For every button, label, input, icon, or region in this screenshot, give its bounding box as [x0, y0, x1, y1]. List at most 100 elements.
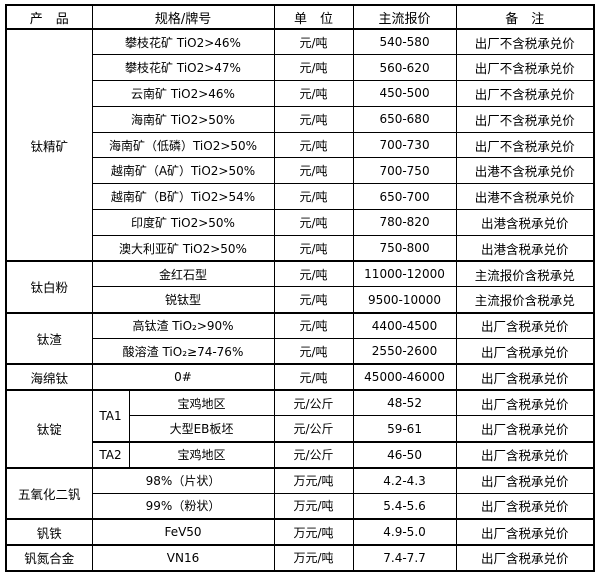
note-cell: 出厂含税承兑价	[455, 543, 595, 572]
product-cell: 钛精矿	[5, 27, 93, 262]
note-cell: 出厂不含税承兑价	[455, 54, 595, 82]
note-cell: 主流报价含税承兑	[455, 260, 595, 288]
product-cell: 钛锭	[5, 389, 93, 469]
unit-cell: 元/吨	[273, 209, 354, 236]
table-row: 海南矿 TiO2>50% 元/吨 650-680 出厂不含税承兑价	[6, 105, 595, 133]
note-cell: 出港不含税承兑价	[455, 183, 595, 211]
spec-cell: FeV50	[91, 518, 275, 546]
table-row: 钛精矿 攀枝花矿 TiO2>46% 元/吨 540-580 出厂不含税承兑价	[5, 27, 595, 262]
table-row: 越南矿（A矿）TiO2>50% 元/吨 700-750 出港不含税承兑价	[6, 157, 595, 185]
price-cell: 700-750	[352, 157, 457, 185]
price-table: 产 品 规格/牌号 单 位 主流报价 备 注 钛精矿 攀枝花矿 TiO2>46% 元…	[5, 4, 596, 572]
price-cell: 59-61	[352, 415, 457, 443]
note-cell: 出厂不含税承兑价	[455, 131, 595, 159]
price-cell: 4.9-5.0	[352, 518, 457, 546]
price-cell: 5.4-5.6	[352, 492, 457, 520]
price-cell: 4400-4500	[352, 311, 457, 340]
table-row: 锐钛型 元/吨 9500-10000 主流报价含税承兑	[6, 286, 595, 314]
table-row: 钒氮合金 VN16 万元/吨 7.4-7.7 出厂含税承兑价	[5, 543, 595, 572]
table-row: 钛锭 TA1 宝鸡地区 元/公斤 48-52 出厂含税承兑价	[5, 389, 595, 469]
table-row: TA2 宝鸡地区 元/公斤 46-50 出厂含税承兑价	[6, 440, 595, 469]
note-cell: 出厂含税承兑价	[455, 311, 595, 340]
note-cell: 出厂含税承兑价	[455, 338, 595, 365]
spec-cell: VN16	[91, 543, 275, 572]
spec-cell: 金红石型	[91, 260, 275, 288]
table-row: 澳大利亚矿 TiO2>50% 元/吨 750-800 出港含税承兑价	[6, 234, 595, 262]
note-cell: 出厂不含税承兑价	[455, 105, 595, 133]
unit-cell: 元/公斤	[273, 389, 354, 417]
header-row: 产 品 规格/牌号 单 位 主流报价 备 注	[5, 4, 595, 30]
unit-cell: 元/吨	[273, 260, 354, 288]
table-row: 酸溶渣 TiO₂≥74-76% 元/吨 2550-2600 出厂含税承兑价	[6, 338, 595, 365]
grade-cell: TA1	[91, 389, 130, 443]
note-cell: 出厂含税承兑价	[455, 440, 595, 469]
table-row: 海南矿（低磷）TiO2>50% 元/吨 700-730 出厂不含税承兑价	[6, 131, 595, 159]
note-cell: 出厂含税承兑价	[455, 518, 595, 546]
spec-cell: 越南矿（A矿）TiO2>50%	[91, 157, 275, 185]
spec-cell: 澳大利亚矿 TiO2>50%	[91, 234, 275, 262]
note-cell: 出港不含税承兑价	[455, 157, 595, 185]
spec-cell: 攀枝花矿 TiO2>46%	[91, 28, 275, 56]
note-cell: 出厂不含税承兑价	[455, 28, 595, 56]
grade-cell: TA2	[91, 440, 130, 469]
note-cell: 出港含税承兑价	[455, 234, 595, 262]
unit-cell: 元/吨	[273, 54, 354, 82]
price-cell: 46-50	[352, 440, 457, 469]
note-cell: 出厂含税承兑价	[455, 466, 595, 494]
spec-cell: 98%（片状）	[91, 466, 275, 494]
table-row: 钒铁 FeV50 万元/吨 4.9-5.0 出厂含税承兑价	[5, 518, 595, 546]
spec-cell: 云南矿 TiO2>46%	[91, 80, 275, 107]
spec-cell: 99%（粉状）	[91, 492, 275, 520]
note-cell: 出厂不含税承兑价	[455, 80, 595, 107]
unit-cell: 元/吨	[273, 338, 354, 365]
unit-cell: 元/吨	[273, 80, 354, 107]
price-cell: 9500-10000	[352, 286, 457, 314]
unit-cell: 元/吨	[273, 28, 354, 56]
spec-cell: 印度矿 TiO2>50%	[91, 209, 275, 236]
unit-cell: 万元/吨	[273, 466, 354, 494]
spec-cell: 攀枝花矿 TiO2>47%	[91, 54, 275, 82]
price-cell: 560-620	[352, 54, 457, 82]
price-cell: 650-680	[352, 105, 457, 133]
spec-cell: 越南矿（B矿）TiO2>54%	[91, 183, 275, 211]
price-cell: 4.2-4.3	[352, 466, 457, 494]
price-cell: 700-730	[352, 131, 457, 159]
price-cell: 750-800	[352, 234, 457, 262]
note-cell: 出厂含税承兑价	[455, 492, 595, 520]
table-row: 越南矿（B矿）TiO2>54% 元/吨 650-700 出港不含税承兑价	[6, 183, 595, 211]
note-cell: 出厂含税承兑价	[455, 415, 595, 443]
product-cell: 钛渣	[5, 311, 93, 365]
product-cell: 五氧化二钒	[5, 466, 93, 520]
unit-cell: 万元/吨	[273, 543, 354, 572]
unit-cell: 万元/吨	[273, 492, 354, 520]
note-cell: 出厂含税承兑价	[455, 363, 595, 391]
spec-cell: 大型EB板坯	[128, 415, 275, 443]
unit-cell: 元/公斤	[273, 440, 354, 469]
unit-cell: 元/吨	[273, 234, 354, 262]
spec-cell: 高钛渣 TiO₂>90%	[91, 311, 275, 340]
unit-cell: 元/吨	[273, 131, 354, 159]
spec-cell: 0#	[91, 363, 275, 391]
unit-cell: 元/吨	[273, 286, 354, 314]
price-cell: 780-820	[352, 209, 457, 236]
unit-cell: 元/吨	[273, 311, 354, 340]
price-cell: 450-500	[352, 80, 457, 107]
product-cell: 钛白粉	[5, 260, 93, 314]
price-cell: 48-52	[352, 389, 457, 417]
table-row: 印度矿 TiO2>50% 元/吨 780-820 出港含税承兑价	[6, 209, 595, 236]
price-cell: 2550-2600	[352, 338, 457, 365]
price-cell: 650-700	[352, 183, 457, 211]
col-header-spec: 规格/牌号	[91, 4, 275, 30]
spec-cell: 酸溶渣 TiO₂≥74-76%	[91, 338, 275, 365]
price-cell: 11000-12000	[352, 260, 457, 288]
note-cell: 出港含税承兑价	[455, 209, 595, 236]
unit-cell: 元/吨	[273, 157, 354, 185]
table-row: 五氧化二钒 98%（片状） 万元/吨 4.2-4.3 出厂含税承兑价	[5, 466, 595, 520]
unit-cell: 元/公斤	[273, 415, 354, 443]
table-row: 99%（粉状） 万元/吨 5.4-5.6 出厂含税承兑价	[6, 492, 595, 520]
note-cell: 出厂含税承兑价	[455, 389, 595, 417]
table-row: 大型EB板坯 元/公斤 59-61 出厂含税承兑价	[6, 415, 595, 443]
note-cell: 主流报价含税承兑	[455, 286, 595, 314]
spec-cell: 锐钛型	[91, 286, 275, 314]
